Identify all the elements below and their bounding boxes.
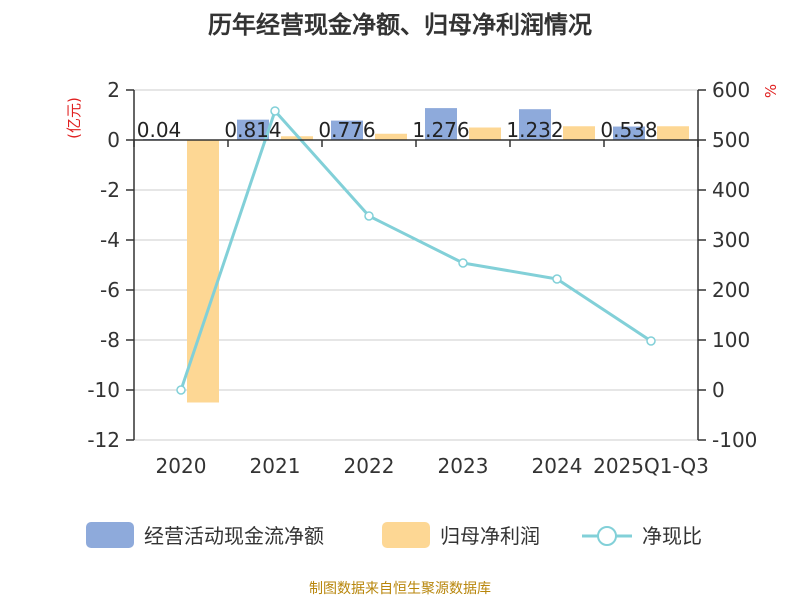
- left-tick-label: -8: [100, 328, 120, 352]
- legend-swatch-netprofit: [382, 522, 430, 548]
- axes: [126, 89, 706, 441]
- data-label-cashflow: 1.232: [506, 118, 563, 142]
- bar-cashflow[interactable]: [331, 120, 363, 140]
- right-tick-label: 200: [712, 278, 750, 302]
- chart-title: 历年经营现金净额、归母净利润情况: [208, 11, 592, 39]
- ratio-point[interactable]: [552, 274, 562, 284]
- left-axis-unit: (亿元): [65, 97, 83, 139]
- right-tick-label: 600: [712, 78, 750, 102]
- ratio-point[interactable]: [176, 385, 186, 395]
- x-tick-label: 2023: [438, 454, 489, 478]
- bar-cashflow[interactable]: [519, 109, 551, 140]
- ratio-point[interactable]: [646, 336, 656, 346]
- legend-label-netprofit[interactable]: 归母净利润: [440, 524, 540, 548]
- ratio-line: [176, 106, 656, 395]
- data-label-cashflow: 0.814: [224, 118, 281, 142]
- bar-netprofit[interactable]: [187, 140, 219, 403]
- left-tick-label: 0: [107, 128, 120, 152]
- source-note: 制图数据来自恒生聚源数据库: [309, 581, 491, 597]
- data-label-cashflow: 0.538: [600, 118, 657, 142]
- legend: 经营活动现金流净额 归母净利润 净现比: [86, 522, 702, 548]
- left-tick-label: -12: [87, 428, 120, 452]
- left-tick-label: -4: [100, 228, 120, 252]
- x-tick-label: 2025Q1-Q3: [593, 454, 709, 478]
- bar-cashflow[interactable]: [425, 108, 457, 140]
- bar-netprofit[interactable]: [375, 133, 407, 140]
- legend-label-ratio[interactable]: 净现比: [642, 524, 702, 548]
- right-axis-unit: %: [762, 84, 780, 98]
- x-tick-label: 2024: [532, 454, 583, 478]
- left-tick-label: 2: [107, 78, 120, 102]
- tick-labels: 20-2-4-6-8-10-126005004003002001000-1002…: [87, 78, 757, 478]
- right-tick-label: 500: [712, 128, 750, 152]
- right-tick-label: -100: [712, 428, 757, 452]
- bar-cashflow[interactable]: [613, 126, 645, 140]
- bar-netprofit[interactable]: [563, 126, 595, 140]
- legend-swatch-cashflow: [86, 522, 134, 548]
- left-tick-label: -2: [100, 178, 120, 202]
- x-tick-label: 2020: [156, 454, 207, 478]
- legend-marker-ratio: [597, 526, 617, 546]
- right-tick-label: 0: [712, 378, 725, 402]
- x-tick-label: 2021: [250, 454, 301, 478]
- left-tick-label: -10: [87, 378, 120, 402]
- ratio-series-line: [179, 109, 652, 391]
- right-tick-label: 300: [712, 228, 750, 252]
- data-label-cashflow: 0.04: [137, 118, 182, 142]
- bar-netprofit[interactable]: [657, 126, 689, 140]
- data-label-cashflow: 0.776: [318, 118, 375, 142]
- bar-netprofit[interactable]: [469, 127, 501, 141]
- right-tick-label: 400: [712, 178, 750, 202]
- data-label-cashflow: 1.276: [412, 118, 469, 142]
- ratio-point[interactable]: [270, 106, 280, 116]
- right-tick-label: 100: [712, 328, 750, 352]
- ratio-point[interactable]: [364, 211, 374, 221]
- bar-netprofit[interactable]: [281, 136, 313, 140]
- legend-label-cashflow[interactable]: 经营活动现金流净额: [144, 524, 324, 548]
- left-tick-label: -6: [100, 278, 120, 302]
- ratio-point[interactable]: [458, 258, 468, 268]
- bar-cashflow[interactable]: [237, 119, 269, 140]
- x-tick-label: 2022: [344, 454, 395, 478]
- data-labels: 0.04 0.814 0.776 1.276 1.232 0.538: [133, 118, 699, 147]
